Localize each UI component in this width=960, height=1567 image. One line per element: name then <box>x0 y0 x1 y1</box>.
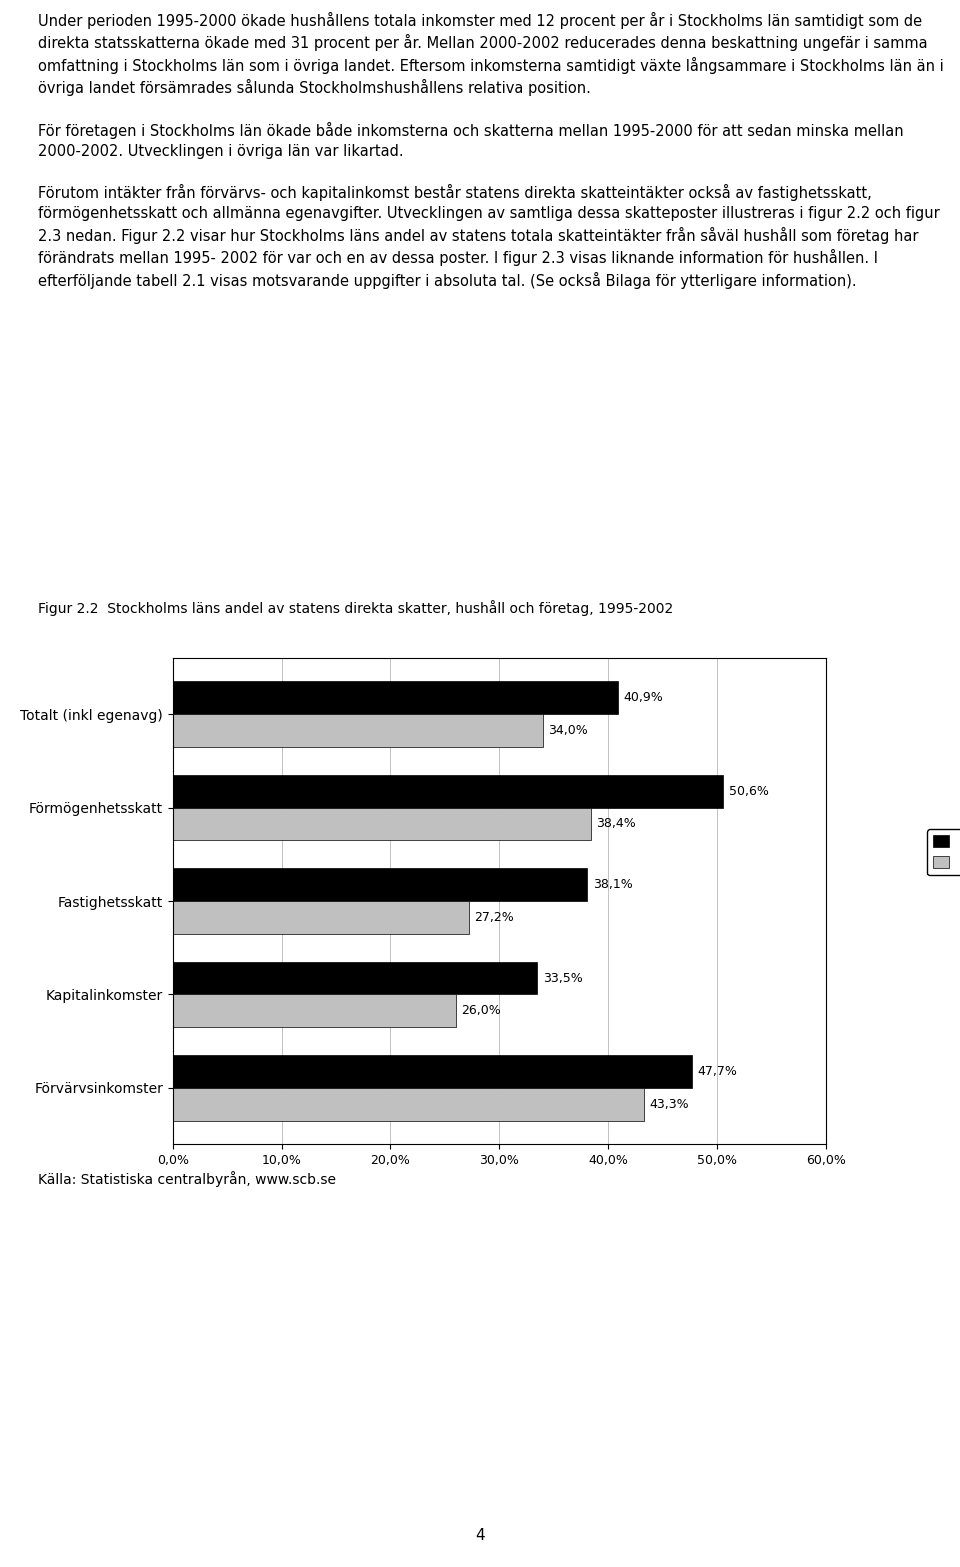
Bar <box>173 962 538 995</box>
Text: 27,2%: 27,2% <box>474 910 514 925</box>
Bar <box>173 1055 692 1087</box>
Text: Figur 2.2  Stockholms läns andel av statens direkta skatter, hushåll och företag: Figur 2.2 Stockholms läns andel av state… <box>38 600 674 616</box>
Text: 38,4%: 38,4% <box>596 818 636 831</box>
Bar <box>173 807 590 840</box>
Legend: 2002, 1995: 2002, 1995 <box>927 829 960 876</box>
Bar <box>173 1087 644 1120</box>
Text: 40,9%: 40,9% <box>623 691 663 704</box>
Text: 4: 4 <box>475 1528 485 1543</box>
Bar <box>173 776 723 807</box>
Bar <box>173 995 456 1026</box>
Text: 50,6%: 50,6% <box>729 785 769 798</box>
Bar <box>173 901 468 934</box>
Text: 33,5%: 33,5% <box>542 972 583 984</box>
Text: 47,7%: 47,7% <box>697 1066 737 1078</box>
Text: 43,3%: 43,3% <box>649 1098 689 1111</box>
Text: 34,0%: 34,0% <box>548 724 588 736</box>
Text: 38,1%: 38,1% <box>592 878 633 892</box>
Bar <box>173 682 618 715</box>
Bar <box>173 868 588 901</box>
Text: Under perioden 1995-2000 ökade hushållens totala inkomster med 12 procent per år: Under perioden 1995-2000 ökade hushållen… <box>38 11 944 288</box>
Text: Källa: Statistiska centralbyrån, www.scb.se: Källa: Statistiska centralbyrån, www.scb… <box>38 1171 336 1186</box>
Text: 26,0%: 26,0% <box>461 1004 501 1017</box>
Bar <box>173 715 542 747</box>
